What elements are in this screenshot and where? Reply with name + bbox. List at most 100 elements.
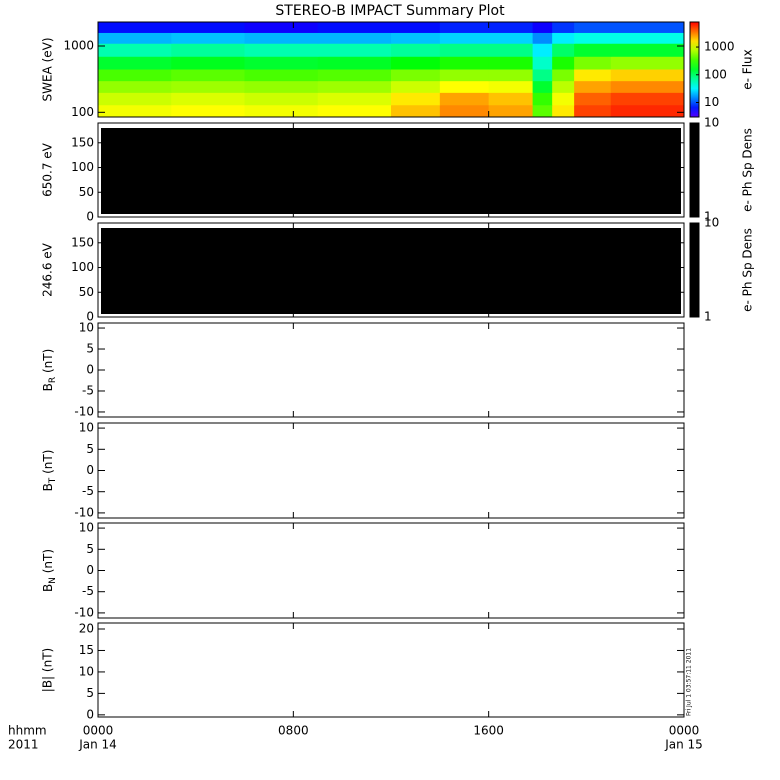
spectrogram-cell <box>488 80 534 93</box>
spectrogram-cell <box>552 104 575 118</box>
spectrogram-cell <box>391 80 441 93</box>
spectrogram-cell <box>610 22 685 33</box>
spectrogram-cell <box>439 56 490 70</box>
y-tick-label: 5 <box>86 442 94 456</box>
spectrogram-cell <box>488 92 534 106</box>
spectrogram-cell <box>391 68 441 82</box>
y-tick-label: 10 <box>79 421 94 435</box>
y-axis-label: BT (nT) <box>41 450 58 492</box>
spectrogram-cell <box>98 92 172 106</box>
colorbar-tick-label: 10 <box>704 95 719 109</box>
spectrogram-cell <box>610 68 685 82</box>
spectrogram-cell <box>610 56 685 70</box>
spectrogram-cell <box>171 80 245 93</box>
spectrogram-cell <box>98 43 172 57</box>
density-fill <box>101 128 681 214</box>
y-tick-label: 10 <box>79 321 94 335</box>
y-tick-label: -5 <box>82 584 94 598</box>
y-tick-label: 0 <box>86 563 94 577</box>
colorbar-tick-label: 100 <box>704 67 727 81</box>
spectrogram-cell <box>317 56 392 70</box>
x-date-label: Jan 15 <box>664 738 703 752</box>
spectrogram-cell <box>244 56 319 70</box>
spectrogram-cell <box>610 80 685 93</box>
y-tick-label: 100 <box>71 105 94 119</box>
y-tick-label: 0 <box>86 363 94 377</box>
spectrogram-cell <box>171 68 245 82</box>
spectrogram-cell <box>552 22 575 33</box>
spectrogram-cell <box>610 104 685 118</box>
spectrogram-cell <box>391 32 441 44</box>
spectrogram-cell <box>532 68 553 82</box>
spectrogram-cell <box>98 56 172 70</box>
spectrogram-cell <box>532 43 553 57</box>
y-axis-label: BR (nT) <box>41 349 58 392</box>
y-tick-label: 0 <box>86 463 94 477</box>
y-tick-label: -10 <box>74 505 94 519</box>
density-fill <box>101 228 681 314</box>
spectrogram-cell <box>391 22 441 33</box>
spectrogram-cell <box>317 92 392 106</box>
spectrogram-cell <box>610 43 685 57</box>
y-label-main: B <box>41 383 55 391</box>
spectrogram-cell <box>171 56 245 70</box>
spectrogram-cell <box>391 56 441 70</box>
y-axis-label: BN (nT) <box>41 549 58 592</box>
spectrogram-cell <box>391 104 441 118</box>
x-tick-label: 0000 <box>83 724 114 738</box>
spectrogram-cell <box>317 32 392 44</box>
y-label-unit: (nT) <box>41 450 55 478</box>
spectrogram-cell <box>171 43 245 57</box>
y-tick-label: -5 <box>82 484 94 498</box>
spectrogram-cell <box>532 92 553 106</box>
year-label: 2011 <box>8 738 39 752</box>
panel-border <box>97 21 685 118</box>
colorbar-tick-label: 1 <box>704 210 712 224</box>
spectrogram-cell <box>532 80 553 93</box>
timestamp: Fri Jul 1 03:57:11 2011 <box>686 648 693 716</box>
y-axis-label: SWEA (eV) <box>41 37 55 101</box>
spectrogram-cell <box>317 22 392 33</box>
x-date-label: Jan 14 <box>78 738 117 752</box>
y-axis-label: |B| (nT) <box>41 648 55 692</box>
spectrogram-cell <box>391 43 441 57</box>
y-tick-label: 10 <box>79 521 94 535</box>
x-tick-label: 1600 <box>473 724 504 738</box>
spectrogram-cell <box>610 32 685 44</box>
colorbar-tick-label: 10 <box>704 116 719 130</box>
spectrogram-cell <box>552 56 575 70</box>
spectrogram-cell <box>574 104 612 118</box>
spectrogram-cell <box>439 80 490 93</box>
y-tick-label: 10 <box>79 664 94 678</box>
spectrogram-cell <box>98 80 172 93</box>
spectrogram-cell <box>244 92 319 106</box>
spectrogram-cell <box>610 92 685 106</box>
panel-border <box>97 222 685 318</box>
spectrogram-cell <box>532 32 553 44</box>
x-tick-label: 0800 <box>278 724 309 738</box>
spectrogram-cell <box>317 68 392 82</box>
colorbar-tick-label: 1000 <box>704 40 735 54</box>
x-axis-label: hhmm <box>8 724 47 738</box>
spectrogram-cell <box>532 56 553 70</box>
spectrogram-cell <box>574 32 612 44</box>
spectrogram-cell <box>244 104 319 118</box>
y-tick-label: -5 <box>82 383 94 397</box>
y-tick-label: 1000 <box>63 38 94 52</box>
spectrogram-cell <box>171 32 245 44</box>
spectrogram-cell <box>574 92 612 106</box>
spectrogram-cell <box>552 92 575 106</box>
y-label-sub: T <box>48 477 58 484</box>
y-label-unit: (nT) <box>41 549 55 577</box>
chart-title: STEREO-B IMPACT Summary Plot <box>275 3 505 19</box>
panel-border <box>97 622 685 718</box>
spectrogram-cell <box>244 22 319 33</box>
y-tick-label: 100 <box>71 160 94 174</box>
y-label-sub: R <box>48 377 58 383</box>
panel-frame <box>98 323 684 417</box>
y-tick-label: 0 <box>86 707 94 721</box>
spectrogram-cell <box>552 32 575 44</box>
panel-frame <box>98 523 684 618</box>
spectrogram-cell <box>439 92 490 106</box>
y-label-main: B <box>41 584 55 592</box>
